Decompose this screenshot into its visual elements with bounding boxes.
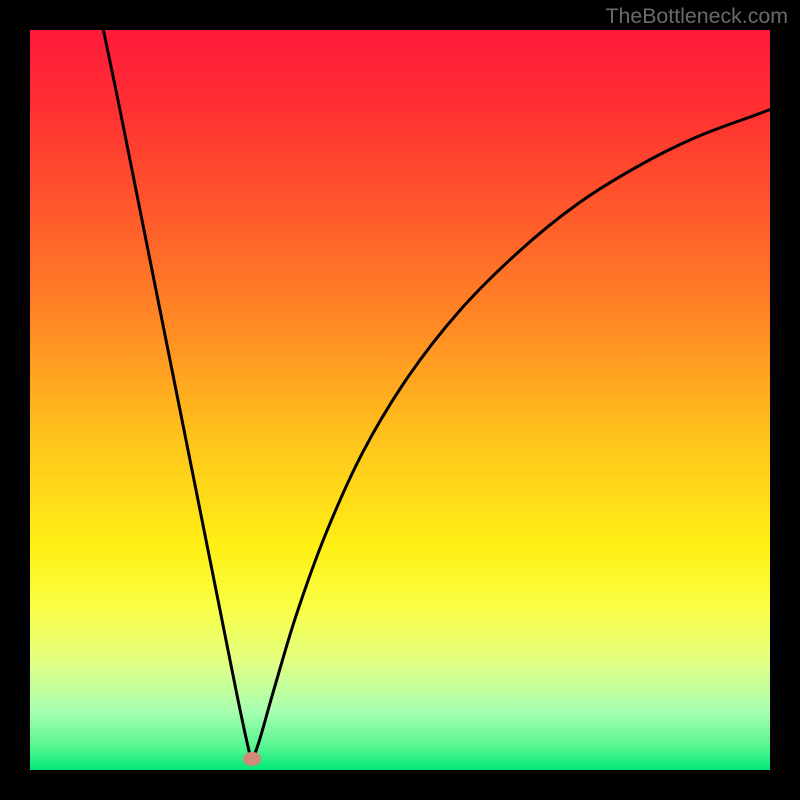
plot-background: [30, 30, 770, 770]
minimum-marker: [243, 752, 261, 766]
chart-container: TheBottleneck.com: [0, 0, 800, 800]
plot-area: [30, 30, 770, 770]
plot-svg: [30, 30, 770, 770]
watermark-text: TheBottleneck.com: [605, 4, 788, 29]
